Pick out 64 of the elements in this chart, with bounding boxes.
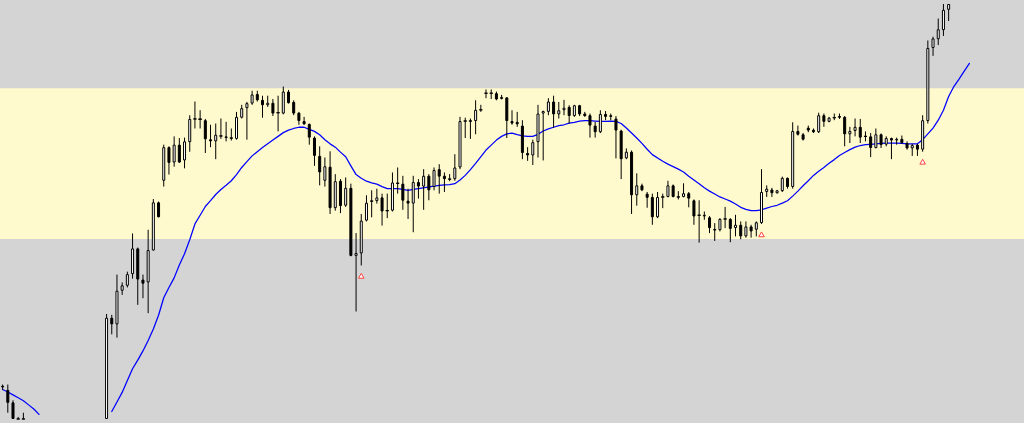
candlestick: [567, 104, 571, 125]
candlestick: [463, 117, 468, 139]
candlestick: [312, 135, 316, 167]
candlestick: [422, 168, 426, 211]
candlestick: [531, 139, 535, 166]
candlestick: [198, 109, 203, 129]
candlestick: [318, 145, 322, 186]
candlestick: [510, 109, 514, 126]
candlestick: [848, 126, 852, 144]
candlestick: [235, 111, 239, 141]
candlestick: [614, 115, 618, 159]
candlestick: [853, 118, 857, 137]
candlestick: [931, 36, 935, 57]
candlestick: [656, 191, 660, 219]
candlestick: [192, 101, 197, 129]
candlestick: [218, 118, 223, 140]
candlestick: [562, 99, 566, 116]
candlestick: [692, 198, 696, 226]
candlestick: [401, 175, 405, 211]
candlestick: [869, 132, 873, 158]
candlestick: [224, 121, 228, 142]
candlestick: [369, 189, 374, 218]
candlestick: [442, 171, 446, 193]
candlestick: [6, 384, 10, 414]
candlestick: [229, 127, 234, 142]
candlestick: [411, 175, 415, 233]
candlestick: [645, 191, 649, 209]
candlestick: [541, 110, 545, 161]
candlestick: [302, 116, 306, 126]
candlestick: [635, 172, 639, 207]
candlestick: [344, 176, 348, 208]
candlestick: [188, 114, 192, 153]
candlestick: [552, 95, 556, 129]
candlestick: [183, 137, 187, 169]
candlestick: [723, 206, 728, 229]
candlestick: [11, 399, 15, 420]
candlestick: [858, 118, 862, 144]
candlestick: [432, 167, 436, 191]
candlestick: [843, 115, 847, 147]
candlestick: [364, 194, 368, 222]
candlestick: [505, 96, 509, 139]
candlestick: [214, 123, 218, 160]
candlestick: [177, 137, 181, 164]
candlestick: [474, 99, 478, 135]
candlestick: [453, 153, 457, 182]
candlestick: [427, 173, 431, 201]
candlestick: [598, 109, 602, 134]
candlestick: [468, 118, 473, 140]
candlestick: [734, 214, 738, 237]
candlestick: [936, 18, 940, 46]
candlestick: [110, 314, 114, 335]
candlestick: [817, 112, 821, 134]
candlestick: [437, 163, 441, 195]
candlestick: [406, 188, 410, 220]
candlestick: [209, 124, 213, 148]
candlestick: [203, 118, 207, 154]
candlestick: [416, 178, 420, 200]
candlestick: [941, 3, 945, 37]
candlestick: [728, 217, 732, 243]
candlestick: [588, 113, 592, 139]
candlestick: [900, 135, 904, 145]
candlestick: [261, 95, 265, 119]
candlestick: [281, 86, 285, 115]
candlestick: [650, 193, 654, 226]
